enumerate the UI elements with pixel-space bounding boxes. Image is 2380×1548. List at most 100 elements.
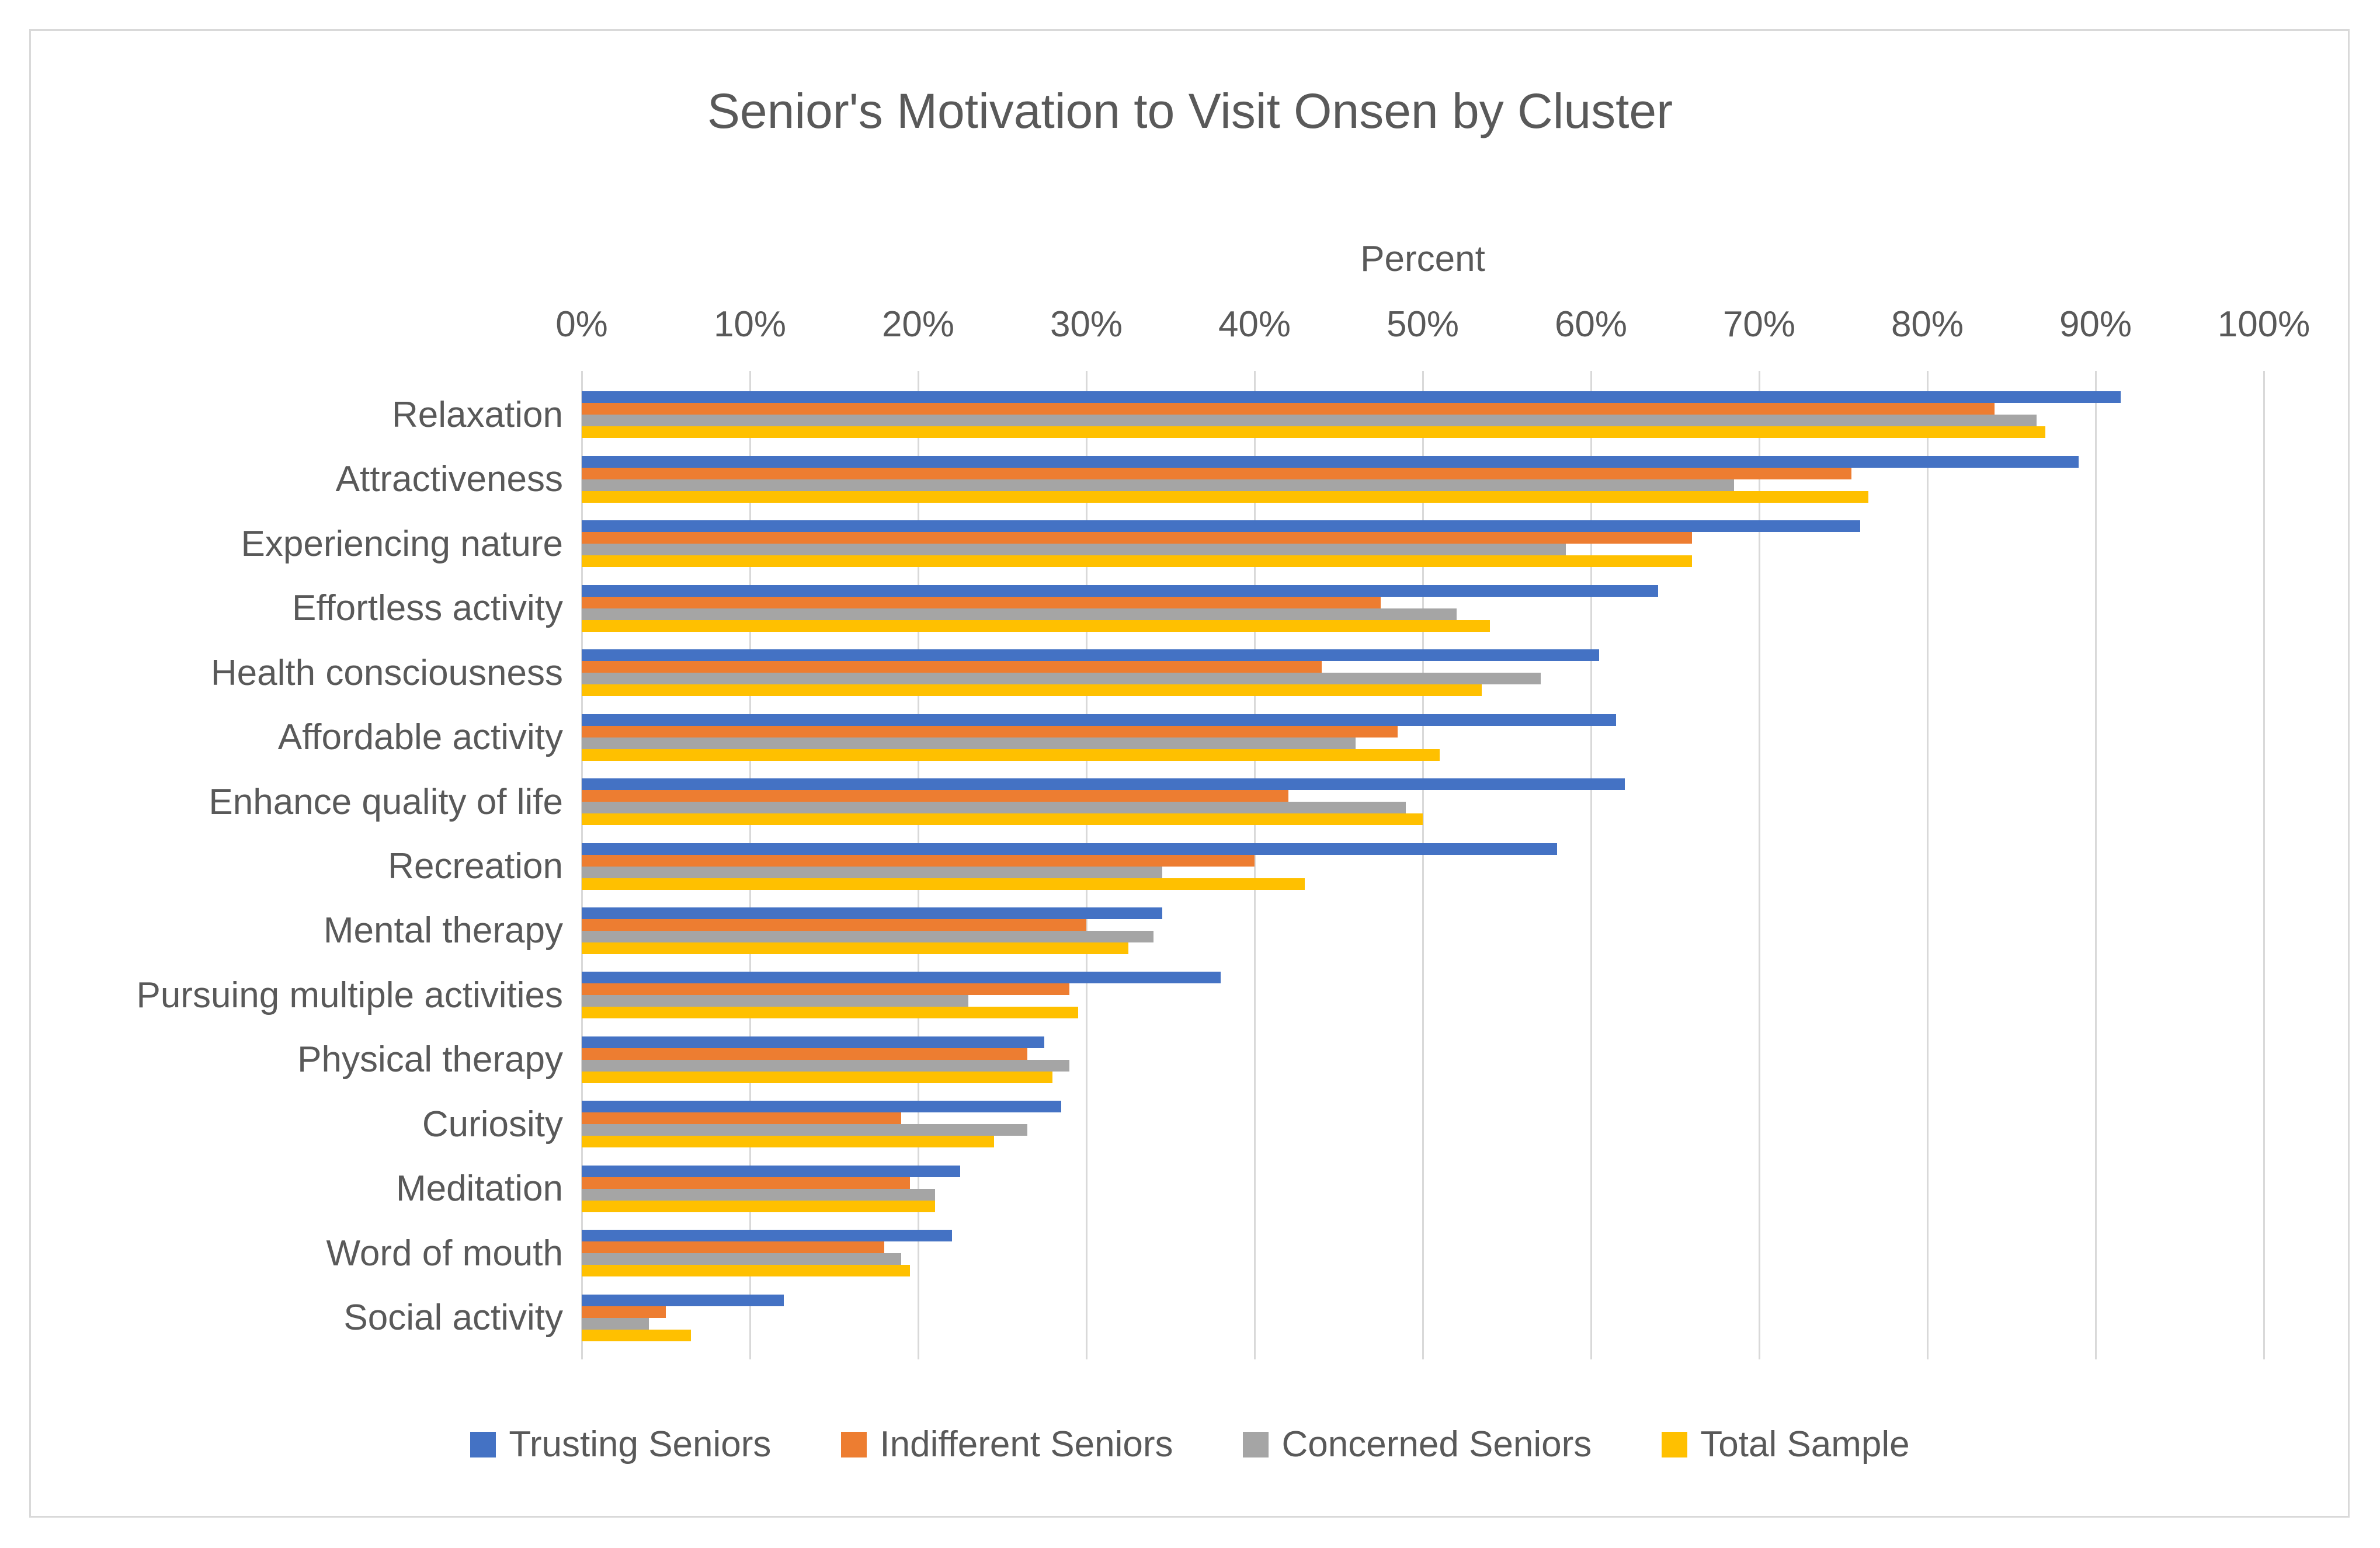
plot-area: Relaxation Attractiveness Experiencing nat… bbox=[136, 371, 2265, 1359]
bar bbox=[582, 1294, 784, 1306]
gridline bbox=[2263, 371, 2265, 1359]
bar bbox=[582, 1200, 935, 1212]
x-axis-tick-labels: 0% 10% 20% 30% 40% 50% 60% 70% 80% 90% 100% bbox=[555, 304, 2310, 345]
legend-label: Indifferent Seniors bbox=[880, 1424, 1173, 1464]
bar bbox=[582, 725, 1398, 738]
legend-item: Trusting Seniors bbox=[470, 1424, 771, 1465]
category-label: Meditation bbox=[395, 1168, 563, 1209]
bar bbox=[582, 854, 1255, 867]
x-tick-label: 80% bbox=[1891, 304, 1964, 345]
bar bbox=[582, 972, 1221, 984]
bar bbox=[582, 1071, 1053, 1083]
gridline bbox=[1590, 371, 1592, 1359]
bar bbox=[582, 1101, 1061, 1113]
chart-title: Senior's Motivation to Visit Onsen by Cl… bbox=[707, 84, 1673, 138]
bar bbox=[582, 983, 1070, 996]
bar bbox=[582, 585, 1659, 597]
chart-frame bbox=[29, 29, 2350, 1518]
legend-item: Indifferent Seniors bbox=[841, 1424, 1173, 1465]
bar bbox=[582, 1124, 1028, 1136]
bar bbox=[582, 1165, 960, 1177]
category-label: Affordable activity bbox=[277, 717, 563, 758]
bar bbox=[582, 455, 2079, 468]
bar bbox=[582, 790, 1288, 802]
bar bbox=[582, 1241, 885, 1254]
bar bbox=[582, 1112, 902, 1125]
bar bbox=[582, 1265, 910, 1277]
bar bbox=[582, 1317, 649, 1330]
bar bbox=[582, 907, 1162, 919]
gridline bbox=[1422, 371, 1424, 1359]
gridline bbox=[1926, 371, 1929, 1359]
bar bbox=[582, 415, 2037, 427]
category-label: Recreation bbox=[388, 846, 563, 886]
category-label: Physical therapy bbox=[297, 1039, 563, 1080]
bar bbox=[582, 555, 1692, 568]
bar bbox=[582, 620, 1490, 632]
bar bbox=[582, 1253, 902, 1265]
bar bbox=[582, 878, 1305, 890]
bar bbox=[582, 608, 1457, 620]
bar bbox=[582, 942, 1128, 954]
bar bbox=[582, 802, 1406, 814]
legend-item: Concerned Seniors bbox=[1243, 1424, 1592, 1465]
x-tick-label: 60% bbox=[1554, 304, 1628, 345]
bar bbox=[582, 1188, 935, 1201]
gridline bbox=[1253, 371, 1256, 1359]
bar bbox=[582, 919, 1086, 931]
bar bbox=[582, 1136, 994, 1148]
bar bbox=[582, 1306, 666, 1318]
x-tick-label: 30% bbox=[1050, 304, 1123, 345]
gridline bbox=[2094, 371, 2097, 1359]
legend-item: Total Sample bbox=[1662, 1424, 1910, 1465]
bar bbox=[582, 1007, 1078, 1019]
category-label: Pursuing multiple activities bbox=[136, 975, 563, 1015]
bar bbox=[582, 737, 1356, 749]
category-label: Enhance quality of life bbox=[209, 781, 563, 822]
category-label: Mental therapy bbox=[323, 910, 563, 951]
bar bbox=[582, 843, 1558, 855]
bar bbox=[582, 714, 1617, 726]
bar bbox=[582, 426, 2045, 439]
bar bbox=[582, 1036, 1044, 1048]
bar bbox=[582, 778, 1625, 791]
bar bbox=[582, 673, 1541, 685]
bar bbox=[582, 1329, 692, 1341]
bar bbox=[582, 596, 1381, 608]
bar bbox=[582, 930, 1154, 942]
x-tick-label: 20% bbox=[881, 304, 955, 345]
bar bbox=[582, 520, 1860, 533]
bar bbox=[582, 995, 969, 1007]
bar bbox=[582, 649, 1600, 662]
category-label: Word of mouth bbox=[326, 1233, 563, 1274]
category-label: Health consciousness bbox=[210, 652, 563, 693]
category-axis-labels: Relaxation Attractiveness Experiencing nat… bbox=[26, 382, 563, 1350]
legend: Trusting Seniors Indifferent Seniors Conce… bbox=[0, 1424, 2380, 1465]
x-tick-label: 90% bbox=[2059, 304, 2132, 345]
bar bbox=[582, 467, 1852, 479]
legend-label: Trusting Seniors bbox=[509, 1424, 772, 1464]
category-label: Effortless activity bbox=[291, 588, 563, 629]
x-axis-title: Percent bbox=[1360, 239, 1485, 279]
bar bbox=[582, 684, 1482, 697]
x-tick-label: 100% bbox=[2217, 304, 2310, 345]
bar bbox=[582, 544, 1566, 556]
x-tick-label: 50% bbox=[1386, 304, 1460, 345]
bar bbox=[582, 403, 1995, 415]
category-label: Attractiveness bbox=[335, 459, 563, 500]
bar bbox=[582, 391, 2121, 403]
bar bbox=[582, 491, 1869, 503]
bar bbox=[582, 479, 1734, 491]
category-label: Relaxation bbox=[392, 394, 563, 435]
bar bbox=[582, 1230, 952, 1242]
bar bbox=[582, 532, 1692, 544]
x-tick-label: 40% bbox=[1218, 304, 1291, 345]
category-label: Curiosity bbox=[422, 1104, 563, 1145]
bar bbox=[582, 749, 1440, 761]
category-label: Social activity bbox=[343, 1297, 563, 1338]
bar bbox=[582, 813, 1423, 826]
bar bbox=[582, 866, 1162, 878]
bar bbox=[582, 1048, 1028, 1060]
bar bbox=[582, 1059, 1070, 1072]
x-tick-label: 0% bbox=[555, 304, 608, 345]
